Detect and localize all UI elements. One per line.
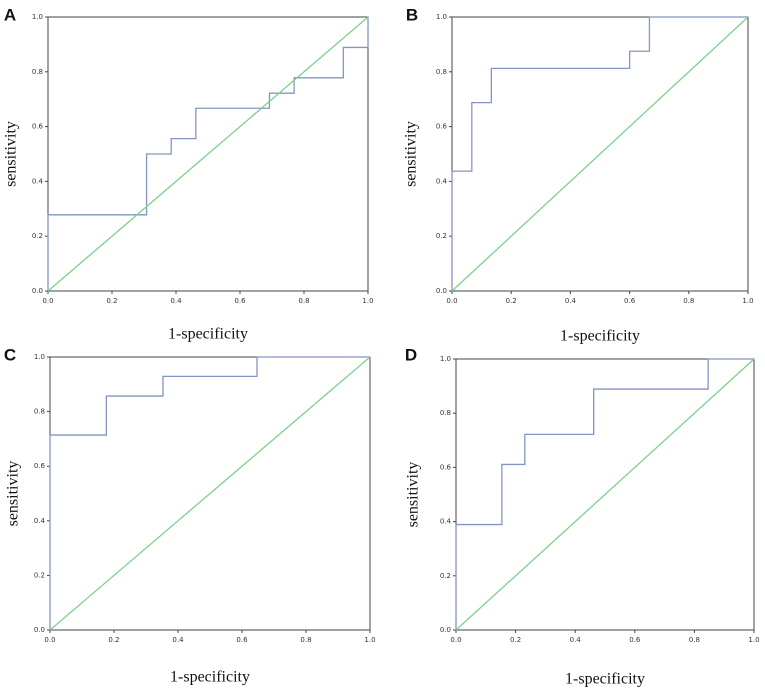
y-tick-label: 0.4 bbox=[32, 177, 44, 185]
x-tick-label: 0.2 bbox=[510, 636, 521, 644]
x-axis-label: 1-specificity bbox=[170, 669, 250, 686]
x-tick-label: 0.2 bbox=[506, 297, 517, 305]
y-tick-label: 0.0 bbox=[436, 287, 447, 295]
x-tick-label: 0.4 bbox=[172, 636, 184, 644]
panel-label: C bbox=[4, 345, 16, 364]
x-tick-label: 0.4 bbox=[565, 297, 577, 305]
roc-curve bbox=[451, 16, 748, 291]
x-axis-label: 1-specificity bbox=[565, 671, 645, 688]
y-tick-label: 0.4 bbox=[436, 177, 448, 185]
x-tick-label: 0.2 bbox=[108, 636, 119, 644]
y-tick-label: 0.6 bbox=[32, 123, 44, 131]
x-tick-label: 0.0 bbox=[450, 636, 461, 644]
x-axis-label: 1-specificity bbox=[560, 328, 640, 345]
y-axis-label: sensitivity bbox=[405, 462, 422, 528]
y-tick-label: 0.2 bbox=[436, 232, 447, 240]
x-axis-label: 1-specificity bbox=[168, 326, 248, 343]
y-tick-label: 0.8 bbox=[440, 409, 451, 417]
x-tick-label: 0.6 bbox=[234, 297, 246, 305]
roc-curve bbox=[49, 356, 370, 630]
y-tick-label: 0.6 bbox=[436, 123, 448, 131]
x-tick-label: 1.0 bbox=[742, 297, 753, 305]
x-tick-label: 0.8 bbox=[298, 297, 309, 305]
roc-curve bbox=[47, 17, 369, 291]
x-tick-label: 1.0 bbox=[748, 636, 759, 644]
x-tick-label: 0.6 bbox=[236, 636, 248, 644]
y-tick-label: 0.0 bbox=[440, 626, 451, 634]
reference-line bbox=[47, 16, 369, 292]
x-tick-label: 0.2 bbox=[106, 297, 117, 305]
x-tick-label: 1.0 bbox=[364, 636, 375, 644]
x-tick-label: 0.0 bbox=[42, 297, 53, 305]
y-tick-label: 0.8 bbox=[34, 408, 45, 416]
y-tick-label: 1.0 bbox=[436, 13, 447, 21]
x-tick-label: 0.4 bbox=[570, 636, 582, 644]
y-axis-label: sensitivity bbox=[5, 461, 22, 527]
y-tick-label: 0.0 bbox=[32, 287, 43, 295]
x-tick-label: 0.0 bbox=[446, 297, 457, 305]
roc-curve bbox=[455, 358, 754, 630]
reference-line bbox=[451, 16, 749, 292]
y-tick-label: 0.0 bbox=[34, 626, 45, 634]
y-axis-label: sensitivity bbox=[403, 121, 420, 187]
y-tick-label: 0.2 bbox=[34, 571, 45, 579]
y-tick-label: 0.4 bbox=[34, 517, 46, 525]
y-tick-label: 0.2 bbox=[440, 572, 451, 580]
y-tick-label: 0.8 bbox=[32, 68, 43, 76]
x-tick-label: 0.6 bbox=[629, 636, 641, 644]
panel-label: D bbox=[405, 345, 417, 364]
y-axis-label: sensitivity bbox=[3, 121, 20, 187]
x-tick-label: 0.6 bbox=[624, 297, 636, 305]
y-tick-label: 0.4 bbox=[440, 518, 452, 526]
x-tick-label: 0.4 bbox=[170, 297, 182, 305]
y-tick-label: 0.8 bbox=[436, 68, 447, 76]
y-tick-label: 1.0 bbox=[440, 355, 451, 363]
x-tick-label: 0.8 bbox=[683, 297, 694, 305]
reference-line bbox=[455, 358, 755, 631]
panel-label: A bbox=[4, 5, 16, 24]
y-tick-label: 0.6 bbox=[440, 463, 452, 471]
x-tick-label: 0.8 bbox=[300, 636, 311, 644]
x-tick-label: 0.8 bbox=[689, 636, 700, 644]
y-tick-label: 1.0 bbox=[32, 13, 43, 21]
panel-label: B bbox=[406, 5, 418, 24]
y-tick-label: 0.2 bbox=[32, 232, 43, 240]
reference-line bbox=[49, 356, 371, 631]
x-tick-label: 1.0 bbox=[362, 297, 373, 305]
y-tick-label: 1.0 bbox=[34, 353, 45, 361]
x-tick-label: 0.0 bbox=[44, 636, 55, 644]
y-tick-label: 0.6 bbox=[34, 462, 46, 470]
